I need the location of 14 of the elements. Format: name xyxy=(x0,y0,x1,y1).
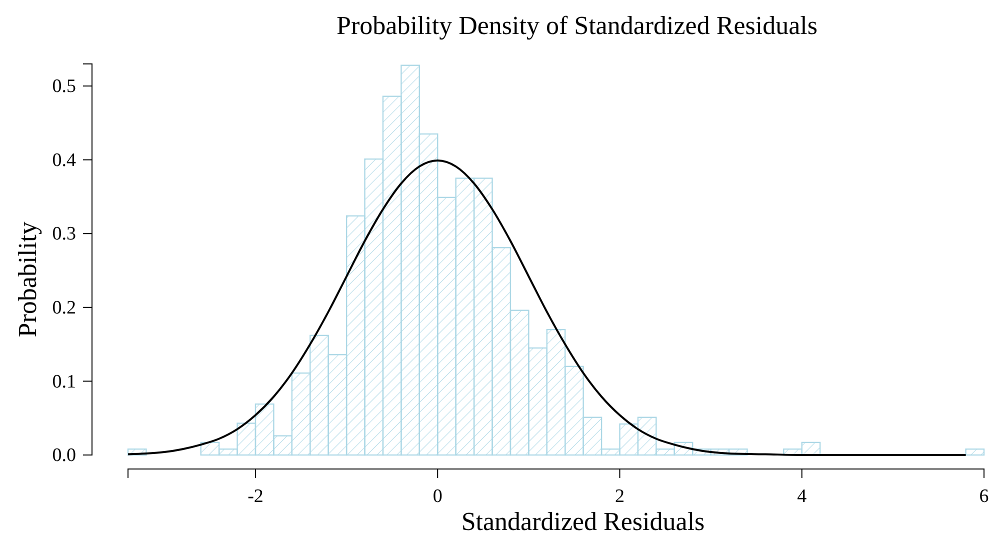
x-axis-title: Standardized Residuals xyxy=(461,507,705,536)
y-tick-label: 0.5 xyxy=(52,76,76,98)
y-tick-label: 0.1 xyxy=(52,371,76,392)
x-tick-label: 4 xyxy=(797,486,808,507)
y-axis-title: Probability xyxy=(13,222,42,338)
x-tick-label: -2 xyxy=(248,486,264,507)
x-tick-label: 6 xyxy=(979,486,989,507)
y-tick-label: 0.4 xyxy=(52,150,76,171)
y-tick-label: 0.2 xyxy=(52,297,76,318)
chart-title: Probability Density of Standardized Residuals xyxy=(336,11,818,40)
y-tick-label: 0.0 xyxy=(52,445,76,466)
y-tick-label: 0.3 xyxy=(52,224,76,245)
x-tick-label: 0 xyxy=(432,486,442,507)
x-tick-label: 2 xyxy=(614,486,624,507)
